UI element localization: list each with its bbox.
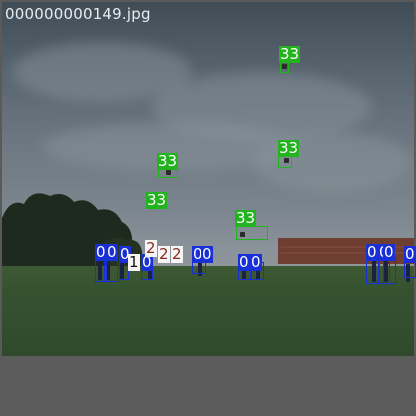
person-label: 0 [383, 243, 395, 261]
person-label: 0 [95, 243, 107, 261]
person-label: 0 [238, 253, 250, 271]
kite [282, 64, 287, 69]
kite [240, 232, 245, 237]
kite [166, 170, 171, 175]
person-label: 0 [106, 243, 118, 261]
letterbox-padding [0, 356, 416, 416]
object-label: 2 [171, 245, 183, 263]
person-label: 0 [141, 253, 153, 271]
person [372, 260, 376, 282]
person [106, 260, 110, 280]
grass-field [2, 266, 414, 356]
object-label: 2 [158, 245, 170, 263]
image-filename: 000000000149.jpg [5, 5, 151, 23]
object-label: 2 [145, 239, 157, 257]
person-label: 0 [119, 245, 131, 263]
person [148, 264, 152, 280]
kite-label: 33 [146, 191, 168, 209]
person-label: 0 [366, 243, 378, 261]
person [120, 260, 124, 280]
kite-label: 33 [278, 139, 300, 157]
cloud [152, 72, 372, 142]
photo [2, 2, 414, 356]
person [198, 260, 202, 276]
kite-bounding-box [278, 156, 292, 168]
kite-bounding-box [280, 62, 289, 73]
object-label: 1 [128, 253, 140, 271]
kite-label: 33 [157, 152, 179, 170]
kite [284, 158, 289, 163]
cloud [12, 42, 192, 102]
kite-label: 33 [235, 209, 257, 227]
person [98, 260, 102, 280]
kite-label: 33 [279, 45, 301, 63]
person-label: 0 [404, 245, 416, 263]
person-label: 0 [201, 245, 213, 263]
kite-bounding-box [236, 226, 268, 240]
person [384, 260, 388, 282]
person-label: 0 [250, 253, 262, 271]
cloud [252, 132, 412, 192]
person [256, 262, 260, 280]
person-label: 0 [192, 245, 204, 263]
person [406, 264, 410, 282]
person [242, 262, 246, 280]
